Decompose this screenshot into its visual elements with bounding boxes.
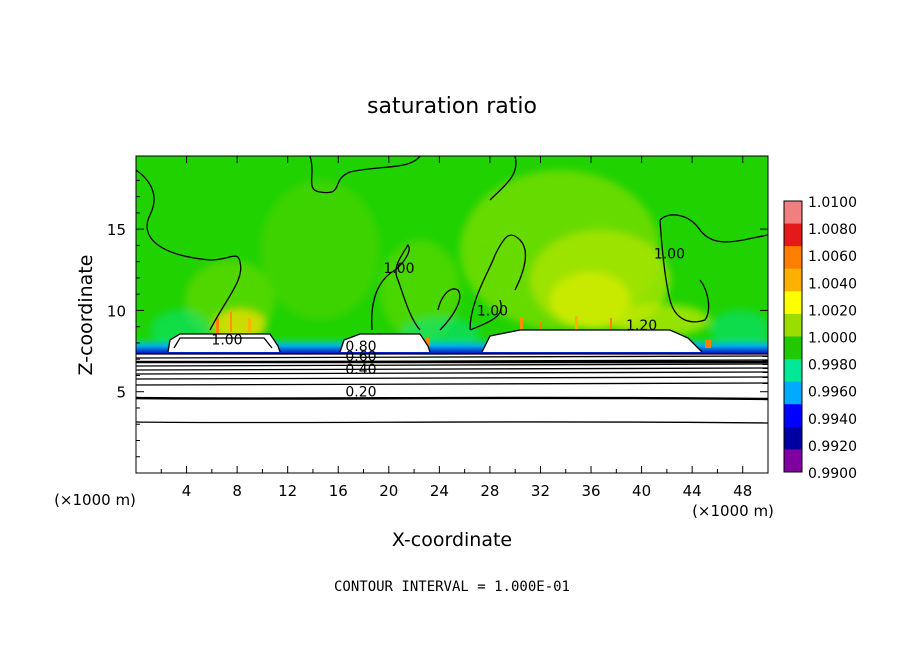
supersaturation-streaks: [216, 312, 711, 348]
colorbar: 1.0100 1.0080 1.0060 1.0040 1.0020 1.0000 0.99…: [783, 195, 857, 482]
contour-label: 0.60: [345, 349, 376, 365]
contour-label: 1.00: [383, 261, 414, 277]
colorbar-label: 1.0040: [808, 276, 857, 292]
plot-area: 1.00 1.00 1.00 1.20 1.00 0.800.600.40 0.20: [136, 156, 768, 473]
colorbar-swatch: [784, 246, 802, 270]
contour-label: 1.00: [211, 333, 242, 349]
contour-label: 0.40: [345, 362, 376, 378]
colorbar-swatch: [784, 381, 802, 405]
x-tick-label: 40: [632, 482, 651, 500]
x-axis-ticks: 4 8 12 16 20 24 28 32 36 40 44 48: [160, 156, 752, 500]
x-axis-label: X-coordinate: [392, 529, 512, 551]
colorbar-swatch: [784, 313, 802, 337]
x-tick-label: 12: [278, 482, 297, 500]
contour-label: 0.20: [345, 385, 376, 401]
contour-interval-note: CONTOUR INTERVAL = 1.000E-01: [334, 579, 570, 595]
x-tick-label: 8: [232, 482, 242, 500]
x-unit-left: (×1000 m): [54, 491, 136, 509]
colorbar-label: 0.9920: [808, 439, 857, 455]
y-tick-label: 15: [107, 221, 126, 239]
contour-label: 1.00: [654, 246, 685, 262]
colorbar-frame: [783, 200, 803, 473]
colorbar-swatch: [784, 449, 802, 473]
colorbar-swatch: [784, 223, 802, 247]
colorbar-swatch: [784, 291, 802, 315]
colorbar-label: 1.0100: [808, 195, 857, 211]
colorbar-swatch: [784, 404, 802, 428]
heatmap-field-patches: [150, 170, 768, 353]
contour-lines: [136, 156, 768, 424]
x-tick-label: 32: [531, 482, 550, 500]
x-tick-label: 4: [182, 482, 192, 500]
x-tick-label: 48: [733, 482, 752, 500]
contour-label-layer: 1.00 1.00 1.00 1.20 1.00 0.800.600.40 0.20: [211, 246, 685, 400]
x-tick-label: 28: [480, 482, 499, 500]
y-axis-label: Z-coordinate: [75, 255, 97, 376]
contour-label: 1.20: [626, 318, 657, 334]
colorbar-label: 1.0060: [808, 249, 857, 265]
colorbar-swatch: [784, 336, 802, 360]
colorbar-label: 1.0020: [808, 303, 857, 319]
colorbar-swatch: [784, 268, 802, 292]
y-axis-ticks: 5 10 15: [107, 179, 768, 458]
colorbar-label: 0.9980: [808, 358, 857, 374]
colorbar-label: 0.9960: [808, 385, 857, 401]
y-tick-label: 5: [116, 384, 126, 402]
colorbar-swatch: [784, 426, 802, 450]
x-tick-label: 20: [379, 482, 398, 500]
contour-label: 0.80: [345, 339, 376, 355]
plot-frame: [135, 155, 769, 474]
x-tick-label: 36: [581, 482, 600, 500]
colorbar-label: 0.9940: [808, 412, 857, 428]
colorbar-label: 0.9900: [808, 466, 857, 482]
contour-label: 1.00: [477, 303, 508, 319]
chart-title: saturation ratio: [367, 94, 537, 119]
colorbar-swatch: [784, 359, 802, 383]
y-tick-label: 10: [107, 302, 126, 320]
x-unit-right: (×1000 m): [692, 502, 774, 520]
x-tick-label: 24: [430, 482, 449, 500]
x-tick-label: 16: [329, 482, 348, 500]
x-tick-label: 44: [683, 482, 702, 500]
colorbar-label: 1.0080: [808, 222, 857, 238]
colorbar-swatch: [784, 201, 802, 225]
colorbar-label: 1.0000: [808, 331, 857, 347]
